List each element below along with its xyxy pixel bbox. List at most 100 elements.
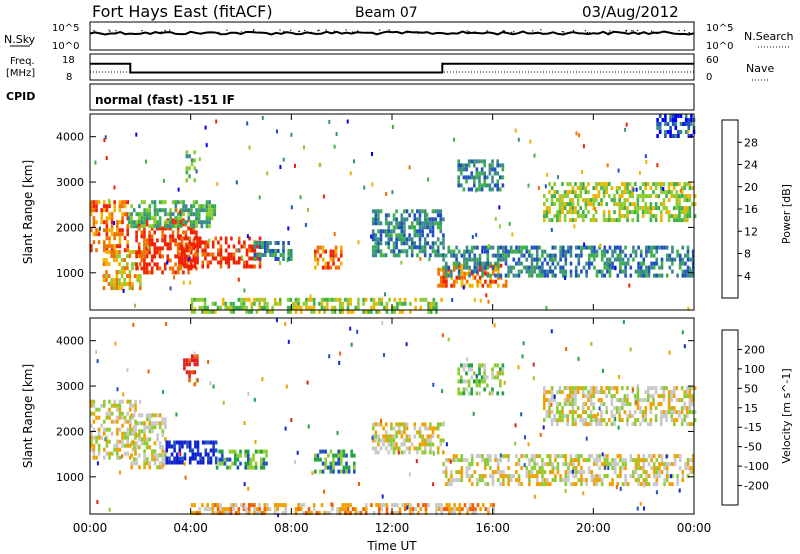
heatmap-cell (442, 265, 445, 270)
heatmap-cell (656, 126, 659, 130)
heatmap-cell (545, 306, 548, 310)
heatmap-cell (340, 469, 343, 474)
heatmap-cell (481, 503, 485, 508)
heatmap-cell (569, 458, 573, 463)
heatmap-cell (541, 265, 544, 270)
heatmap-cell (196, 244, 199, 249)
noise-search-point (168, 31, 170, 33)
heatmap-cell (316, 249, 320, 254)
heatmap-cell (126, 240, 129, 245)
heatmap-cell (143, 216, 146, 221)
heatmap-cell (619, 269, 622, 274)
heatmap-cell (99, 226, 101, 231)
heatmap-cell (443, 421, 445, 426)
heatmap-cell (403, 249, 406, 254)
heatmap-cell (123, 258, 126, 263)
heatmap-cell (488, 163, 492, 168)
heatmap-cell (492, 507, 495, 512)
heatmap-cell (460, 478, 464, 483)
heatmap-cell (590, 245, 594, 250)
heatmap-cell (314, 457, 317, 462)
heatmap-cell (408, 225, 411, 230)
heatmap-cell (214, 456, 218, 461)
noise-search-point (511, 31, 513, 33)
heatmap-cell (286, 297, 290, 302)
heatmap-cell (196, 256, 199, 261)
heatmap-cell (332, 465, 335, 470)
heatmap-cell (602, 402, 606, 407)
heatmap-cell (683, 402, 686, 407)
heatmap-cell (579, 186, 582, 191)
heatmap-cell (116, 415, 119, 420)
heatmap-cell (132, 208, 136, 213)
heatmap-cell (657, 206, 660, 211)
heatmap-cell (113, 232, 116, 237)
heatmap-cell (324, 449, 327, 454)
heatmap-cell (480, 375, 484, 380)
heatmap-cell (489, 279, 492, 284)
heatmap-cell (667, 394, 671, 399)
heatmap-cell (346, 309, 350, 314)
heatmap-cell (118, 455, 122, 460)
noise-search-point (374, 32, 376, 34)
noise-search-point (279, 32, 281, 34)
heatmap-cell (545, 414, 549, 419)
heatmap-cell (480, 167, 484, 172)
heatmap-cell (662, 202, 666, 207)
heatmap-cell (520, 466, 523, 471)
heatmap-cell (574, 482, 578, 487)
heatmap-cell (688, 386, 692, 391)
heatmap-cell (590, 261, 594, 266)
heatmap-cell (636, 398, 640, 403)
heatmap-cell (158, 461, 162, 466)
heatmap-cell (550, 402, 553, 407)
heatmap-cell (153, 200, 157, 205)
heatmap-cell (582, 422, 585, 427)
heatmap-cell (450, 253, 453, 258)
heatmap-cell (193, 362, 197, 367)
heatmap-cell (171, 238, 175, 243)
heatmap-cell (649, 402, 653, 407)
heatmap-cell (128, 254, 132, 259)
heatmap-cell (487, 299, 490, 304)
heatmap-cell (545, 410, 549, 415)
noise-search-point (240, 31, 242, 33)
heatmap-cell (460, 267, 464, 272)
heatmap-cell (556, 402, 559, 407)
heatmap-cell (183, 252, 186, 257)
heatmap-cell (312, 297, 316, 302)
heatmap-cell (429, 305, 433, 310)
heatmap-cell (431, 229, 435, 234)
heatmap-cell (639, 458, 643, 463)
heatmap-cell (294, 301, 298, 306)
freq-left-tick-bottom: 8 (66, 72, 72, 83)
heatmap-cell (279, 253, 283, 257)
heatmap-cell (636, 214, 640, 219)
heatmap-cell (686, 390, 689, 395)
heatmap-cell (318, 301, 321, 306)
heatmap-cell (382, 438, 385, 443)
heatmap-cell (187, 246, 190, 251)
heatmap-cell (489, 263, 492, 268)
heatmap-cell (304, 223, 307, 227)
heatmap-cell (665, 210, 668, 215)
heatmap-cell (148, 250, 151, 255)
heatmap-cell (507, 482, 510, 487)
heatmap-cell (153, 246, 157, 251)
heatmap-cell (192, 200, 196, 205)
heatmap-cell (546, 454, 549, 459)
heatmap-cell (517, 482, 521, 487)
heatmap-cell (377, 237, 380, 242)
heatmap-cell (679, 130, 683, 134)
heatmap-cell (593, 257, 596, 262)
heatmap-cell (616, 474, 620, 479)
heatmap-cell (193, 382, 197, 387)
heatmap-cell (182, 200, 185, 205)
heatmap-cell (128, 250, 132, 255)
noise-search-point (388, 30, 390, 33)
heatmap-cell (517, 462, 521, 467)
heatmap-cell (97, 200, 101, 205)
heatmap-cell (546, 261, 549, 266)
heatmap-cell (169, 258, 172, 263)
heatmap-cell (576, 186, 580, 191)
